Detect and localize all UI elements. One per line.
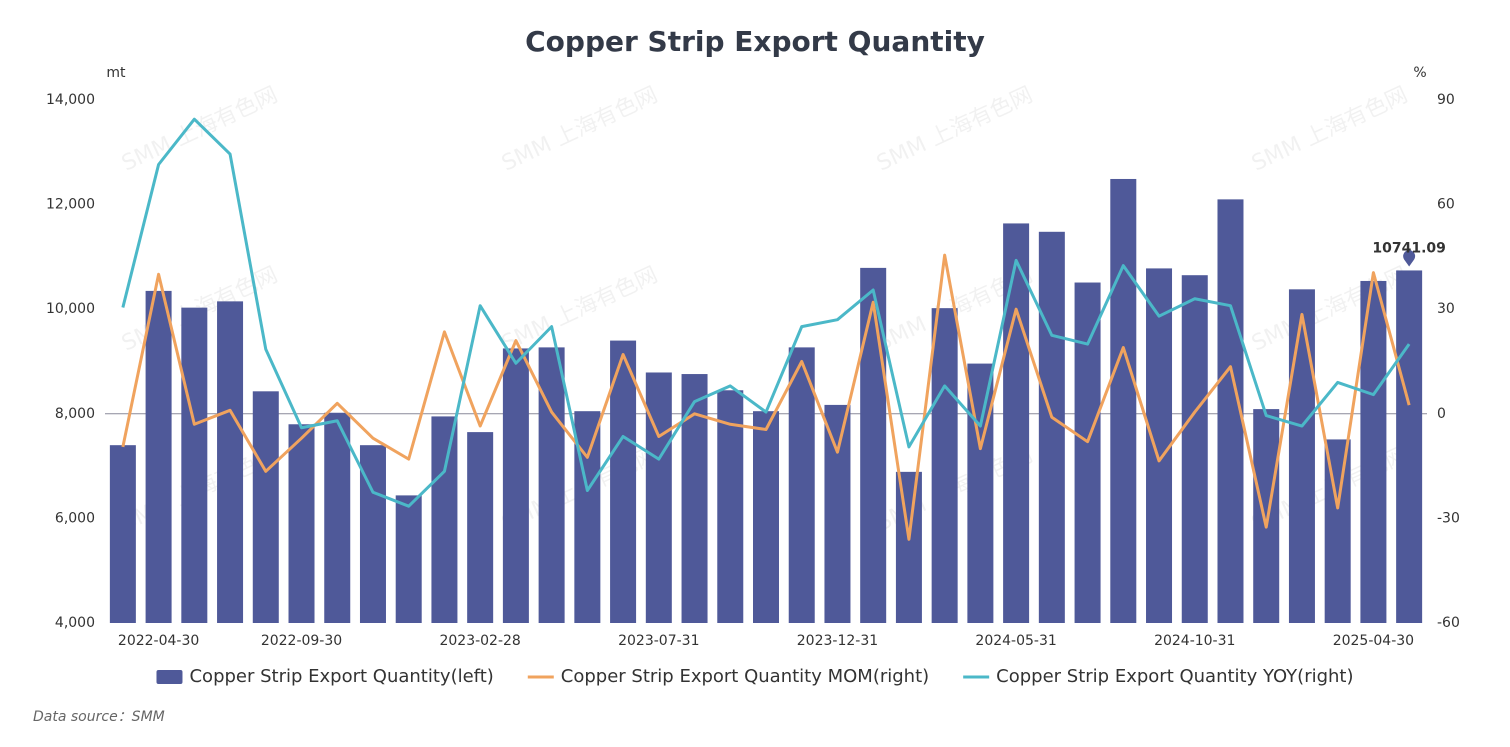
legend-label: Copper Strip Export Quantity YOY(right) (996, 666, 1353, 687)
bar (895, 471, 922, 623)
bar (788, 347, 815, 623)
y-tick-label: 4,000 (55, 615, 95, 631)
bar (1074, 282, 1101, 623)
bar (145, 290, 172, 623)
bar (753, 411, 779, 623)
bar (109, 445, 136, 623)
bar (1181, 275, 1208, 623)
bar (431, 416, 458, 623)
bar (467, 432, 494, 623)
y2-tick-label: 0 (1437, 406, 1446, 422)
bar (181, 307, 208, 623)
y2-tick-label: -60 (1437, 615, 1460, 631)
y2-tick-label: -30 (1437, 510, 1460, 526)
y-unit: mt (106, 65, 126, 81)
bar (1253, 409, 1280, 623)
y-tick-label: 6,000 (55, 510, 95, 526)
bar (860, 267, 887, 623)
bar (681, 374, 708, 623)
y-tick-label: 14,000 (46, 92, 95, 108)
bar (538, 347, 565, 623)
x-tick-label: 2022-09-30 (261, 633, 342, 649)
bar (395, 495, 422, 623)
line (121, 117, 1411, 508)
bar (1396, 270, 1423, 623)
bar (824, 404, 851, 623)
x-tick-label: 2022-04-30 (118, 633, 199, 649)
x-tick-label: 2025-04-30 (1333, 633, 1414, 649)
bar (1003, 223, 1030, 624)
bar (324, 412, 351, 623)
legend-label: Copper Strip Export Quantity MOM(right) (561, 666, 929, 687)
x-tick-label: 2023-07-31 (618, 633, 699, 649)
y-tick-label: 10,000 (46, 301, 95, 317)
watermark: SMM 上海有色网 (873, 83, 1037, 177)
bar (1324, 439, 1351, 623)
y2-tick-label: 30 (1437, 301, 1455, 317)
x-tick-label: 2023-02-28 (439, 633, 520, 649)
y2-tick-label: 60 (1437, 197, 1455, 213)
x-tick-label: 2024-10-31 (1154, 633, 1235, 649)
y-tick-label: 12,000 (46, 197, 95, 213)
x-tick-label: 2024-05-31 (975, 633, 1056, 649)
value-label: 10741.09 (1372, 240, 1446, 256)
marker-pin (1403, 250, 1416, 267)
bar (217, 301, 244, 623)
bar (1288, 289, 1315, 623)
watermark: SMM 上海有色网 (498, 83, 662, 177)
watermark: SMM 上海有色网 (118, 83, 282, 177)
bar (502, 348, 529, 623)
x-tick-label: 2023-12-31 (797, 633, 878, 649)
chart-title: Copper Strip Export Quantity (525, 25, 985, 58)
bar (288, 424, 315, 623)
bar (1110, 178, 1137, 623)
bar (1038, 231, 1065, 623)
bar (931, 308, 958, 623)
legend-swatch (156, 670, 183, 684)
watermark: SMM 上海有色网 (1248, 263, 1412, 357)
bar (1146, 268, 1173, 623)
y-tick-label: 8,000 (55, 406, 95, 422)
line (121, 253, 1411, 541)
bar (252, 391, 279, 623)
watermark: SMM 上海有色网 (1248, 83, 1412, 177)
bar (610, 340, 637, 623)
watermark: SMM 上海有色网 (498, 263, 662, 357)
source: Data source：SMM (33, 709, 165, 725)
y2-unit: % (1413, 65, 1426, 81)
y2-tick-label: 90 (1437, 92, 1455, 108)
legend-label: Copper Strip Export Quantity(left) (189, 666, 493, 687)
bar (717, 390, 744, 623)
bar (645, 372, 672, 623)
